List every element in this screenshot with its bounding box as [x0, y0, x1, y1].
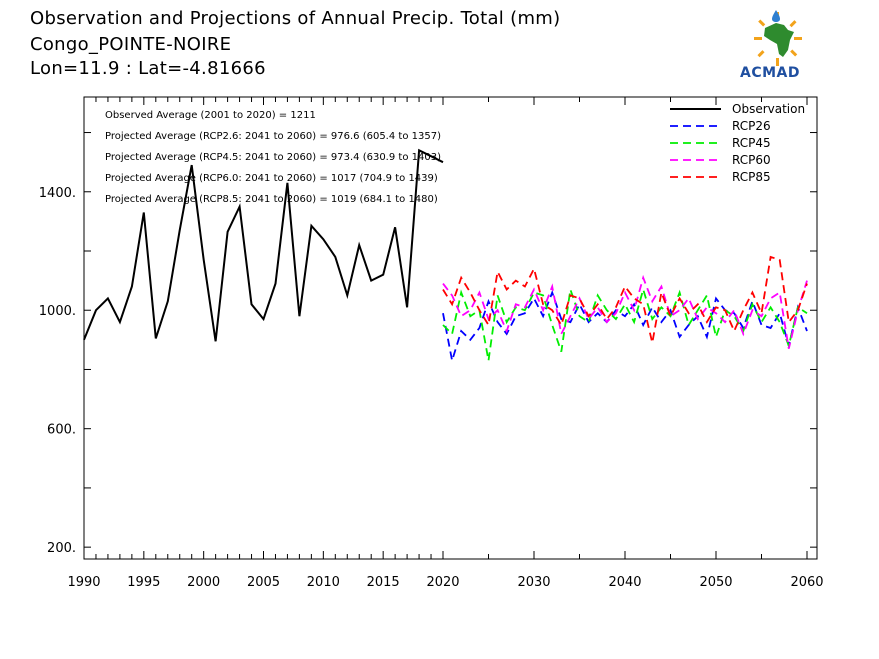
x-tick-label: 2010: [307, 575, 340, 590]
x-tick-label: 2040: [608, 575, 641, 590]
legend-label-rcp60: RCP60: [732, 153, 771, 167]
annotation-rcp45: Projected Average (RCP4.5: 2041 to 2060)…: [105, 152, 441, 163]
legend-label-observation: Observation: [732, 102, 805, 116]
annotation-rcp60: Projected Average (RCP6.0: 2041 to 2060)…: [105, 173, 438, 184]
x-tick-label: 1995: [127, 575, 160, 590]
plot-frame: [83, 96, 818, 560]
logo-text: ACMAD: [740, 65, 800, 81]
y-tick-label: 600.: [47, 423, 76, 438]
annotation-rcp26: Projected Average (RCP2.6: 2041 to 2060)…: [105, 131, 441, 142]
series-line-rcp26: [442, 289, 808, 361]
series-line-rcp60: [442, 274, 808, 349]
x-tick-label: 2000: [187, 575, 220, 590]
x-tick-label: 2060: [790, 575, 823, 590]
y-tick-label: 200.: [47, 541, 76, 556]
annotation-rcp85: Projected Average (RCP8.5: 2041 to 2060)…: [105, 194, 438, 205]
series-line-rcp85: [442, 255, 808, 344]
legend-label-rcp26: RCP26: [732, 119, 771, 133]
x-tick-label: 2020: [426, 575, 459, 590]
station-name: Congo_POINTE-NOIRE: [30, 34, 232, 55]
legend-label-rcp45: RCP45: [732, 136, 771, 150]
x-tick-label: 2005: [247, 575, 280, 590]
annotation-observed: Observed Average (2001 to 2020) = 1211: [105, 110, 316, 121]
series-line-observation: [83, 148, 444, 342]
x-tick-label: 2015: [367, 575, 400, 590]
x-tick-label: 1990: [67, 575, 100, 590]
acmad-logo-icon: [754, 10, 802, 66]
station-coordinates: Lon=11.9 : Lat=-4.81666: [30, 58, 266, 79]
y-tick-label: 1000.: [39, 304, 76, 319]
x-tick-label: 2030: [517, 575, 550, 590]
legend-label-rcp85: RCP85: [732, 170, 771, 184]
y-tick-label: 1400.: [39, 186, 76, 201]
series-line-rcp45: [442, 286, 808, 361]
chart-title: Observation and Projections of Annual Pr…: [30, 8, 561, 29]
annotation-block: Observed Average (2001 to 2020) = 1211 P…: [105, 110, 441, 205]
x-tick-label: 2050: [699, 575, 732, 590]
